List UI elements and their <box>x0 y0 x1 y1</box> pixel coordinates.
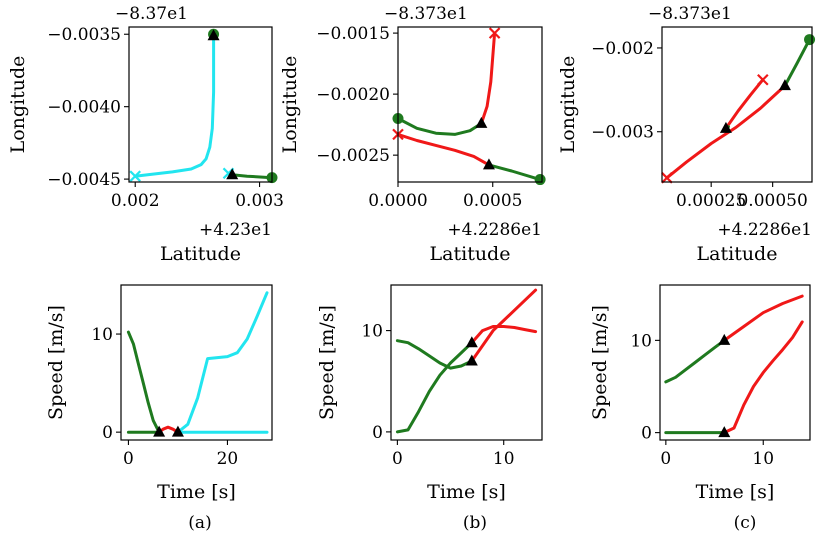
y-tick-label-b_pos-1: −0.0020 <box>316 85 390 105</box>
y-axis-label-c_pos: Longitude <box>557 56 579 154</box>
caption-a: (a) <box>188 513 211 533</box>
x-tick-label-c_speed-0: 0 <box>660 449 671 469</box>
marker-triangle-a_speed-0 <box>153 425 166 437</box>
x-tick-label-b_pos-0: 0.0000 <box>368 191 427 211</box>
x-tick-label-b_pos-1: 0.0005 <box>463 191 522 211</box>
series-line-b_speed-red-lower <box>470 325 538 345</box>
series-line-a_speed-cyan-accel <box>176 291 269 434</box>
y-offset-label-b_pos: −8.373e1 <box>384 4 468 24</box>
x-axis-label-c_speed: Time [s] <box>696 481 775 503</box>
chart-b_speed: 0 10 0 10 Time [s] Speed [m/s] <box>316 284 543 503</box>
marker-cross-c_pos-2 <box>757 74 769 86</box>
marker-triangle-c_pos-3 <box>778 79 791 91</box>
marker-triangle-c_pos-1 <box>719 121 732 133</box>
x-axis-label-b_speed: Time [s] <box>427 481 506 503</box>
plot-frame-b_speed <box>390 284 543 441</box>
series-line-c_pos-green-long <box>783 38 811 88</box>
y-tick-label-a_speed-1: 10 <box>91 325 113 345</box>
x-offset-label-a_pos: +4.23e1 <box>199 220 272 240</box>
y-offset-label-c_pos: −8.373e1 <box>648 4 732 24</box>
y-tick-label-c_pos-1: −0.003 <box>591 123 654 143</box>
x-tick-label-c_speed-1: 10 <box>752 449 774 469</box>
x-tick-label-b_speed-0: 0 <box>392 449 403 469</box>
caption-c: (c) <box>734 513 757 533</box>
series-line-a_pos-vehicle-2 <box>230 173 274 180</box>
marker-cross-c_pos-0 <box>661 172 673 184</box>
chart-c_speed: 0 10 0 10 Time [s] Speed [m/s] <box>589 284 811 503</box>
y-tick-label-c_pos-0: −0.002 <box>591 39 654 59</box>
y-tick-label-c_speed-0: 0 <box>641 424 652 444</box>
y-tick-label-b_pos-0: −0.0015 <box>316 24 390 44</box>
plot-frame-a_speed <box>120 284 273 441</box>
marker-triangle-a_speed-1 <box>171 425 184 437</box>
series-line-b_speed-green-accel <box>395 341 474 434</box>
series-line-c_speed-red-lower <box>722 320 804 435</box>
series-line-b_speed-red-upper <box>470 288 538 363</box>
series-line-b_pos-red2 <box>479 31 497 125</box>
series-line-a_pos-vehicle-1 <box>133 32 216 178</box>
series-line-c_speed-green-upper <box>664 338 726 384</box>
x-tick-label-a_speed-1: 20 <box>217 449 239 469</box>
series-line-b_speed-green-decel <box>395 339 474 370</box>
caption-b: (b) <box>463 513 487 533</box>
y-axis-label-b_speed: Speed [m/s] <box>316 305 338 420</box>
series-line-b_pos-green2 <box>487 163 542 182</box>
x-tick-label-a_pos-0: 0.002 <box>111 191 160 211</box>
series-line-a_speed-green-decel <box>126 330 161 434</box>
y-tick-label-a_speed-0: 0 <box>102 423 113 443</box>
series-line-c_pos-red-short <box>724 78 765 130</box>
x-offset-label-c_pos: +4.2286e1 <box>717 220 812 240</box>
marker-triangle-b_pos-2 <box>475 116 488 128</box>
series-line-a_speed-red-bump <box>157 425 180 434</box>
x-tick-label-c_pos-0: 0.00025 <box>676 191 746 211</box>
chart-a_speed: 0 20 0 10 Time [s] Speed [m/s] <box>45 284 273 503</box>
series-line-c_pos-red-long <box>665 84 787 180</box>
x-axis-label-a_pos: Latitude <box>160 243 241 265</box>
x-axis-label-b_pos: Latitude <box>430 243 511 265</box>
marker-circle-b_pos-5 <box>534 174 546 186</box>
y-offset-label-a_pos: −8.37e1 <box>115 4 188 24</box>
marker-triangle-c_speed-0 <box>718 333 731 345</box>
marker-cross-b_pos-4 <box>488 27 501 39</box>
x-offset-label-b_pos: +4.2286e1 <box>447 220 542 240</box>
marker-triangle-b_pos-3 <box>482 158 495 170</box>
chart-b_pos: 0.0000 0.0005 −0.0015 −0.0020 −0.0025 −8.373e… <box>279 4 546 265</box>
x-axis-label-c_pos: Latitude <box>697 243 778 265</box>
x-tick-label-a_pos-1: 0.003 <box>235 191 284 211</box>
y-tick-label-a_pos-0: −0.0035 <box>47 25 121 45</box>
y-axis-label-b_pos: Longitude <box>279 56 301 154</box>
y-tick-label-b_speed-0: 0 <box>372 423 383 443</box>
plot-frame-a_pos <box>128 26 273 183</box>
marker-triangle-a_pos-1 <box>207 29 220 41</box>
y-tick-label-a_pos-2: −0.0045 <box>47 170 121 190</box>
plot-frame-b_pos <box>397 26 543 183</box>
x-axis-label-a_speed: Time [s] <box>157 481 236 503</box>
y-tick-label-b_pos-2: −0.0025 <box>316 146 390 166</box>
marker-circle-c_pos-4 <box>804 34 816 46</box>
plot-frame-c_pos <box>661 26 813 183</box>
series-line-b_pos-red <box>396 132 491 167</box>
y-tick-label-a_pos-1: −0.0040 <box>47 98 121 118</box>
marker-triangle-b_speed-1 <box>465 354 478 366</box>
series-line-b_pos-green <box>396 117 483 136</box>
marker-triangle-c_speed-1 <box>718 426 731 438</box>
y-axis-label-a_speed: Speed [m/s] <box>45 305 67 420</box>
series-line-c_speed-red-upper <box>722 294 804 342</box>
y-tick-label-c_speed-1: 10 <box>630 331 652 351</box>
marker-cross-a_pos-2 <box>129 170 141 182</box>
x-tick-label-a_speed-0: 0 <box>123 449 134 469</box>
y-axis-label-a_pos: Longitude <box>7 56 29 154</box>
plot-frame-c_speed <box>659 284 811 441</box>
y-axis-label-c_speed: Speed [m/s] <box>589 305 611 420</box>
x-tick-label-b_speed-1: 10 <box>493 449 515 469</box>
marker-triangle-b_speed-0 <box>465 336 478 348</box>
chart-a_pos: 0.002 0.003 −0.0035 −0.0040 −0.0045 −8.37e1 +4… <box>7 4 284 265</box>
y-tick-label-b_speed-1: 10 <box>361 322 383 342</box>
x-tick-label-c_pos-1: 0.00050 <box>737 191 807 211</box>
marker-triangle-a_pos-4 <box>226 168 239 180</box>
